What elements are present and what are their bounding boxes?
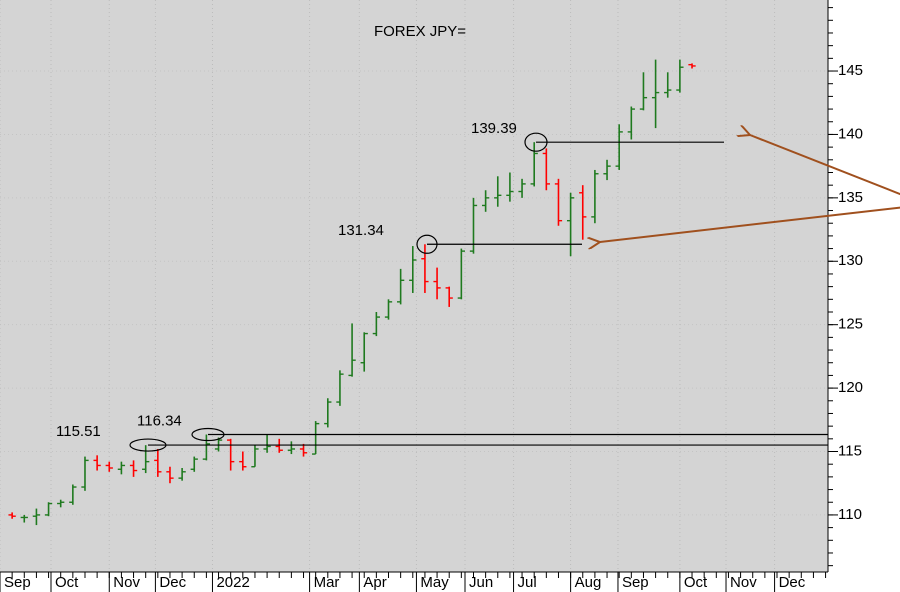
y-tick-label: 130 <box>838 252 863 269</box>
x-tick-label: Jun <box>469 574 493 591</box>
level-marker <box>524 132 548 152</box>
y-tick-label: 115 <box>838 442 862 459</box>
x-tick-label: Mar <box>314 574 340 591</box>
y-tick-label: 140 <box>838 125 863 142</box>
y-tick-label: 135 <box>838 189 863 206</box>
x-tick-label: Apr <box>363 574 386 591</box>
x-tick-label: Oct <box>55 574 79 591</box>
x-tick-label: Sep <box>4 574 31 591</box>
x-tick-label: Nov <box>730 574 757 591</box>
level-marker <box>191 427 225 442</box>
level-marker <box>129 438 167 452</box>
top-layer: 115.51 116.34 131.34 139.39 <box>56 120 828 452</box>
x-tick-label: 2022 <box>216 574 249 591</box>
x-tick-label: May <box>420 574 449 591</box>
plot-area <box>0 0 828 572</box>
level-label: 116.34 <box>137 412 182 429</box>
level-label: 139.39 <box>471 120 517 137</box>
arrow <box>600 206 900 242</box>
x-tick-label: Aug <box>575 574 602 591</box>
y-tick-label: 145 <box>838 62 863 79</box>
plot-layer: 110 115 120 125 130 135 140 145 Sep Oct Nov Dec 2022… <box>0 0 863 592</box>
x-tick-label: Dec <box>159 574 186 591</box>
y-tick-label: 125 <box>838 316 863 333</box>
x-tick-label: Dec <box>779 574 806 591</box>
y-tick-label: 120 <box>838 379 863 396</box>
x-tick-label: Jul <box>518 574 537 591</box>
level-label: 131.34 <box>338 222 384 239</box>
x-tick-label: Nov <box>113 574 140 591</box>
level-marker <box>416 234 438 254</box>
level-label: 115.51 <box>56 423 101 440</box>
x-tick-label: Sep <box>622 574 649 591</box>
chart-title: FOREX JPY= <box>374 23 466 40</box>
arrow <box>750 135 900 196</box>
x-tick-label: Oct <box>684 574 708 591</box>
y-tick-label: 110 <box>838 506 862 523</box>
